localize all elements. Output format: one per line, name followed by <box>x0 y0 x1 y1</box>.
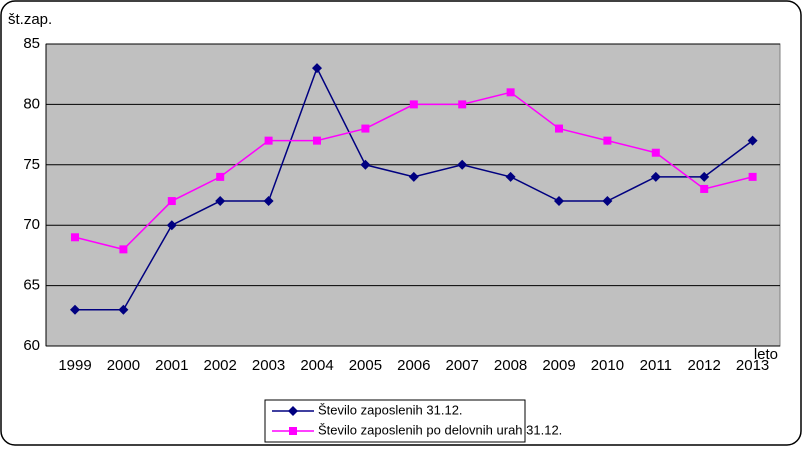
x-tick-label: 2008 <box>494 357 527 374</box>
marker <box>361 124 370 133</box>
x-tick-label: 2011 <box>640 357 672 374</box>
marker <box>505 171 516 182</box>
marker <box>288 406 298 416</box>
marker <box>603 136 612 145</box>
plot-area <box>45 43 781 347</box>
x-tick-label: 2005 <box>349 357 382 374</box>
marker <box>748 172 757 181</box>
y-tick-label: 60 <box>23 337 40 354</box>
y-tick-label: 65 <box>23 277 40 294</box>
y-tick-label: 70 <box>23 216 40 233</box>
x-tick-label: 2002 <box>204 357 237 374</box>
marker <box>458 100 467 109</box>
marker <box>216 172 225 181</box>
x-tick-label: 2007 <box>446 357 479 374</box>
marker <box>360 159 371 170</box>
marker <box>699 171 710 182</box>
x-tick-label: 2012 <box>688 357 721 374</box>
marker <box>312 63 322 74</box>
x-tick-label: 2000 <box>107 357 140 374</box>
marker <box>71 233 79 242</box>
y-tick-label: 80 <box>23 95 40 112</box>
marker <box>602 196 613 207</box>
x-tick-label: 1999 <box>58 357 91 374</box>
marker <box>215 196 226 207</box>
y-tick-label: 85 <box>23 35 40 52</box>
marker <box>555 124 563 133</box>
x-tick-label: 2009 <box>542 357 575 374</box>
marker <box>408 171 419 182</box>
x-tick-label: 2003 <box>252 357 285 374</box>
marker <box>313 136 321 145</box>
marker <box>409 100 418 109</box>
marker <box>700 184 709 193</box>
marker <box>289 427 297 435</box>
marker <box>119 245 128 254</box>
x-tick-label: 2013 <box>736 357 769 374</box>
marker <box>506 88 515 97</box>
marker <box>650 171 661 182</box>
marker <box>118 304 129 315</box>
legend <box>264 399 526 443</box>
marker <box>457 159 468 170</box>
x-axis-label: leto <box>754 346 778 363</box>
legend-label: Število zaposlenih po delovnih urah 31.1… <box>318 422 562 437</box>
y-tick-label: 75 <box>23 156 40 173</box>
x-tick-label: 2001 <box>155 357 188 374</box>
y-axis-label: št.zap. <box>8 11 52 28</box>
marker <box>554 196 564 207</box>
x-tick-label: 2004 <box>300 357 333 374</box>
marker <box>167 197 176 206</box>
legend-label: Število zaposlenih 31.12. <box>318 402 463 417</box>
marker <box>166 220 177 231</box>
marker <box>263 196 274 207</box>
marker <box>70 304 80 315</box>
x-tick-label: 2010 <box>591 357 624 374</box>
marker <box>651 148 660 157</box>
marker <box>747 135 758 146</box>
marker <box>264 136 273 145</box>
x-tick-label: 2006 <box>397 357 430 374</box>
